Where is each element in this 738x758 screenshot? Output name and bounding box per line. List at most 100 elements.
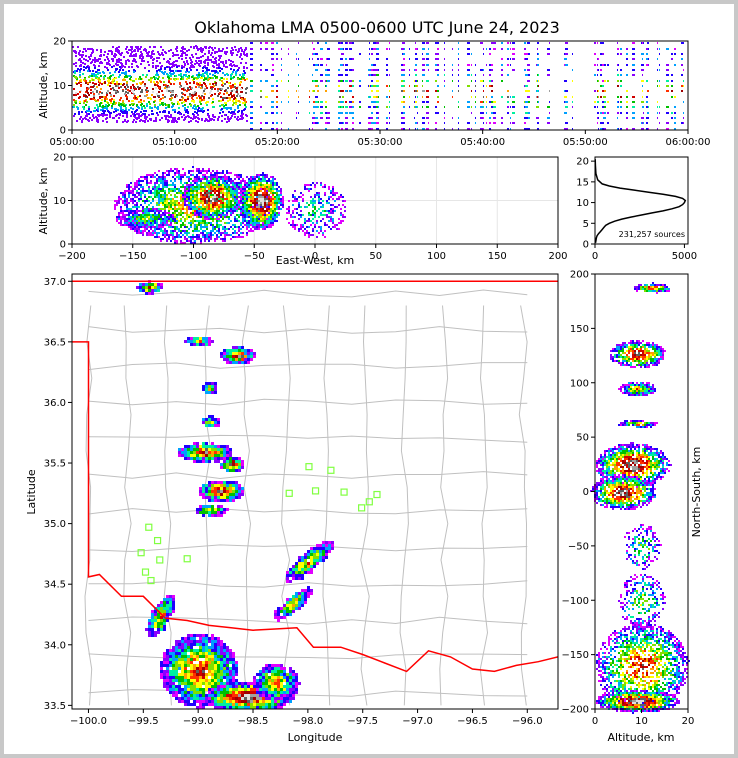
density-cell — [245, 92, 247, 94]
density-cell — [214, 116, 216, 118]
density-cell — [195, 86, 197, 88]
density-cell — [120, 212, 122, 214]
density-cell — [166, 174, 168, 176]
density-cell — [194, 230, 196, 232]
density-cell — [458, 58, 459, 60]
density-cell — [120, 210, 122, 212]
density-cell — [187, 96, 189, 98]
density-cell — [128, 184, 130, 186]
density-cell — [176, 95, 178, 97]
density-cell — [126, 112, 128, 114]
density-cell — [572, 106, 573, 108]
density-cell — [213, 70, 215, 72]
density-cell — [160, 66, 162, 68]
density-cell — [666, 64, 669, 66]
density-cell — [245, 62, 247, 64]
density-cell — [212, 49, 214, 51]
density-cell — [426, 101, 429, 103]
density-cell — [666, 69, 669, 71]
density-cell — [142, 190, 144, 192]
density-cell — [597, 117, 598, 119]
density-cell — [142, 186, 144, 188]
density-cell — [359, 80, 361, 82]
density-cell — [214, 88, 216, 90]
density-cell — [491, 112, 493, 114]
density-cell — [265, 96, 268, 98]
density-cell — [73, 115, 75, 117]
density-cell — [225, 107, 227, 109]
density-cell — [190, 120, 192, 122]
density-cell — [148, 79, 150, 81]
density-cell — [422, 69, 425, 71]
density-cell — [219, 88, 221, 90]
density-cell — [174, 96, 176, 98]
density-cell — [313, 122, 315, 124]
density-cell — [341, 53, 343, 55]
density-cell — [126, 198, 128, 200]
density-cell — [176, 172, 178, 174]
density-cell — [244, 104, 246, 106]
density-cell — [444, 74, 445, 76]
density-cell — [178, 204, 180, 206]
density-cell — [188, 172, 190, 174]
density-cell — [224, 236, 226, 238]
density-cell — [104, 110, 106, 112]
density-cell — [683, 101, 684, 103]
density-cell — [224, 232, 226, 234]
density-cell — [243, 99, 245, 101]
density-cell — [127, 89, 129, 91]
density-cell — [128, 194, 130, 196]
density-cell — [491, 64, 493, 66]
density-cell — [170, 63, 172, 65]
density-cell — [133, 97, 135, 99]
density-cell — [198, 74, 200, 76]
density-cell — [281, 112, 282, 114]
density-cell — [199, 48, 201, 50]
density-cell — [666, 80, 669, 82]
density-cell — [527, 53, 530, 55]
density-cell — [180, 204, 182, 206]
density-cell — [122, 65, 124, 67]
density-cell — [174, 206, 176, 208]
density-cell — [674, 122, 676, 124]
density-cell — [250, 230, 252, 232]
density-cell — [85, 82, 87, 84]
density-cell — [345, 128, 347, 130]
density-cell — [409, 48, 410, 50]
density-cell — [315, 96, 318, 98]
density-cell — [190, 117, 192, 119]
density-cell — [210, 234, 212, 236]
density-cell — [219, 79, 221, 81]
density-cell — [480, 101, 483, 103]
density-cell — [265, 48, 268, 50]
density-cell — [594, 64, 596, 66]
density-cell — [142, 230, 144, 232]
density-cell — [501, 64, 503, 66]
density-cell — [603, 80, 606, 82]
density-cell — [170, 202, 172, 204]
density-cell — [238, 236, 240, 238]
density-cell — [180, 210, 182, 212]
density-cell — [444, 112, 445, 114]
density-cell — [216, 224, 218, 226]
density-cell — [151, 53, 153, 55]
density-cell — [182, 186, 184, 188]
density-cell — [597, 106, 598, 108]
density-cell — [208, 202, 210, 204]
density-cell — [156, 180, 158, 182]
density-cell — [72, 46, 74, 48]
density-cell — [147, 97, 149, 99]
density-cell — [210, 59, 212, 61]
density-cell — [185, 75, 187, 77]
density-cell — [178, 178, 180, 180]
density-cell — [134, 196, 136, 198]
density-cell — [114, 204, 116, 206]
density-cell — [666, 128, 669, 130]
density-cell — [216, 230, 218, 232]
density-cell — [376, 96, 378, 98]
density-cell — [180, 178, 182, 180]
density-cell — [98, 65, 100, 67]
density-cell — [134, 218, 136, 220]
density-cell — [146, 87, 148, 89]
density-cell — [626, 117, 628, 119]
